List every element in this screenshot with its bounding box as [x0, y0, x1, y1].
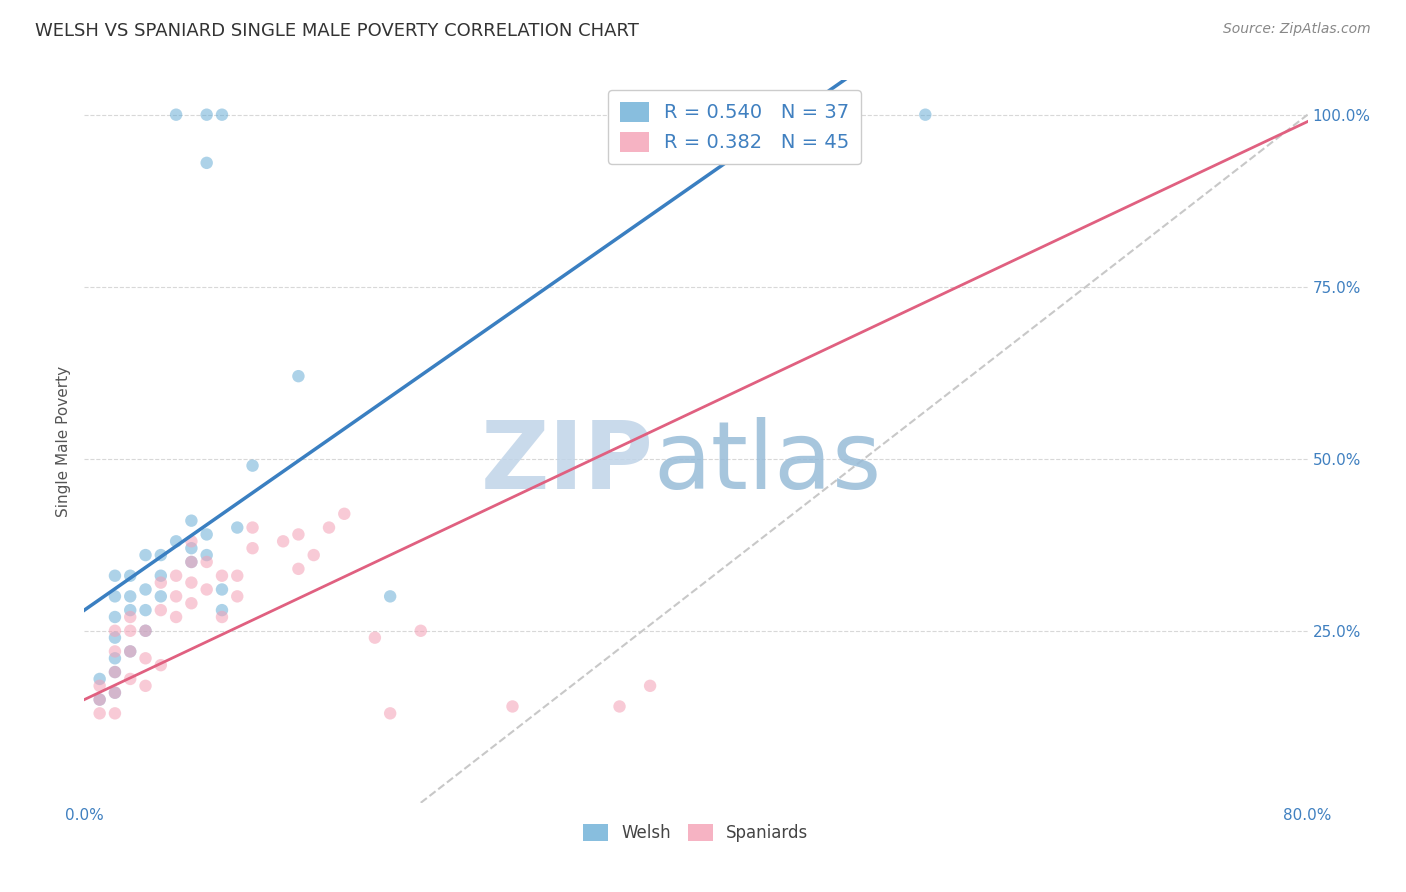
Point	[89, 692, 111, 706]
Point	[165, 108, 187, 122]
Point	[135, 624, 157, 638]
Point	[195, 108, 218, 122]
Point	[242, 458, 264, 473]
Point	[380, 590, 402, 604]
Point	[638, 679, 661, 693]
Point	[149, 590, 172, 604]
Point	[135, 603, 157, 617]
Point	[104, 644, 127, 658]
Point	[149, 658, 172, 673]
Point	[135, 582, 157, 597]
Point	[135, 651, 157, 665]
Point	[149, 603, 172, 617]
Point	[914, 108, 936, 122]
Point	[104, 610, 127, 624]
Point	[364, 631, 387, 645]
Point	[271, 534, 294, 549]
Point	[120, 610, 142, 624]
Point	[165, 534, 187, 549]
Point	[242, 520, 264, 534]
Point	[180, 596, 202, 610]
Point	[180, 555, 202, 569]
Point	[165, 590, 187, 604]
Point	[104, 665, 127, 679]
Point	[165, 610, 187, 624]
Point	[333, 507, 356, 521]
Point	[211, 582, 233, 597]
Point	[287, 369, 309, 384]
Point	[135, 548, 157, 562]
Point	[226, 590, 249, 604]
Point	[104, 624, 127, 638]
Text: ZIP: ZIP	[481, 417, 654, 509]
Point	[104, 568, 127, 582]
Point	[165, 568, 187, 582]
Point	[211, 610, 233, 624]
Point	[195, 582, 218, 597]
Point	[149, 568, 172, 582]
Point	[609, 699, 631, 714]
Point	[135, 624, 157, 638]
Point	[104, 665, 127, 679]
Point	[120, 624, 142, 638]
Point	[149, 575, 172, 590]
Text: WELSH VS SPANIARD SINGLE MALE POVERTY CORRELATION CHART: WELSH VS SPANIARD SINGLE MALE POVERTY CO…	[35, 22, 638, 40]
Point	[302, 548, 325, 562]
Point	[104, 651, 127, 665]
Text: atlas: atlas	[654, 417, 882, 509]
Point	[318, 520, 340, 534]
Point	[211, 603, 233, 617]
Legend: Welsh, Spaniards: Welsh, Spaniards	[576, 817, 815, 848]
Point	[226, 520, 249, 534]
Point	[195, 555, 218, 569]
Point	[104, 686, 127, 700]
Point	[502, 699, 524, 714]
Point	[89, 706, 111, 721]
Point	[180, 534, 202, 549]
Point	[104, 631, 127, 645]
Point	[120, 644, 142, 658]
Point	[287, 527, 309, 541]
Point	[180, 575, 202, 590]
Point	[104, 590, 127, 604]
Point	[120, 644, 142, 658]
Point	[135, 679, 157, 693]
Point	[180, 555, 202, 569]
Text: Source: ZipAtlas.com: Source: ZipAtlas.com	[1223, 22, 1371, 37]
Point	[180, 514, 202, 528]
Point	[287, 562, 309, 576]
Point	[211, 108, 233, 122]
Point	[120, 590, 142, 604]
Point	[226, 568, 249, 582]
Point	[104, 686, 127, 700]
Point	[104, 706, 127, 721]
Y-axis label: Single Male Poverty: Single Male Poverty	[56, 366, 72, 517]
Point	[195, 548, 218, 562]
Point	[409, 624, 432, 638]
Point	[242, 541, 264, 556]
Point	[89, 672, 111, 686]
Point	[120, 603, 142, 617]
Point	[89, 679, 111, 693]
Point	[120, 672, 142, 686]
Point	[211, 568, 233, 582]
Point	[149, 548, 172, 562]
Point	[180, 541, 202, 556]
Point	[380, 706, 402, 721]
Point	[120, 568, 142, 582]
Point	[195, 156, 218, 170]
Point	[195, 527, 218, 541]
Point	[89, 692, 111, 706]
